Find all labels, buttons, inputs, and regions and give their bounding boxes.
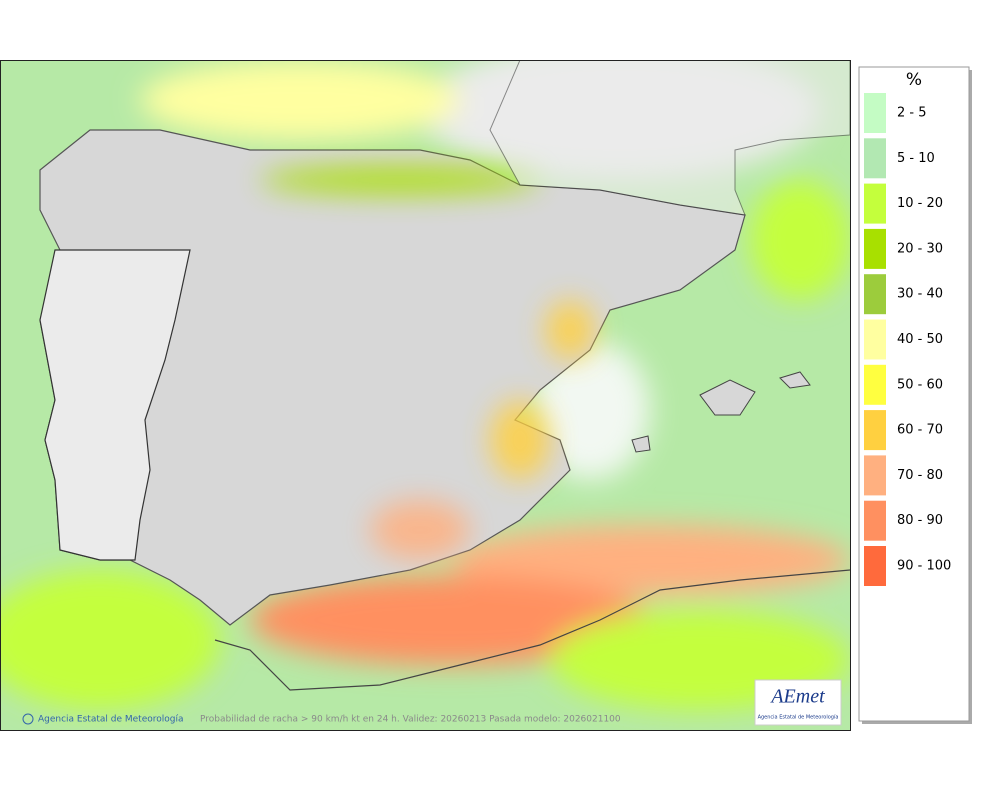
legend-label: 70 - 80 <box>897 468 943 483</box>
legend-label: 50 - 60 <box>897 377 943 392</box>
legend: % 2 - 5 5 - 10 10 - 20 20 - 30 30 - 40 40 - 5… <box>858 66 972 724</box>
balearics <box>631 371 811 453</box>
legend-label: 5 - 10 <box>897 151 935 166</box>
legend-swatch <box>864 93 886 133</box>
legend-swatch <box>864 546 886 586</box>
logo-name: AEmet <box>769 686 825 708</box>
legend-swatch <box>864 500 886 541</box>
legend-swatch <box>864 183 886 224</box>
legend-label: 20 - 30 <box>897 241 943 256</box>
legend-label: 10 - 20 <box>897 196 943 211</box>
portugal-border <box>39 249 191 561</box>
legend-label: 2 - 5 <box>897 106 927 121</box>
logo: AEmet Agencia Estatal de Meteorología <box>754 679 842 726</box>
legend-swatch <box>864 138 886 179</box>
footer-caption: Probabilidad de racha > 90 km/h kt en 24… <box>200 715 621 725</box>
legend-label: 30 - 40 <box>897 287 943 302</box>
france-coast <box>489 61 850 216</box>
legend-swatch <box>864 455 886 496</box>
legend-label: 80 - 90 <box>897 513 943 528</box>
africa-coast <box>214 569 850 691</box>
copyright-icon <box>22 713 34 725</box>
legend-label: 40 - 50 <box>897 332 943 347</box>
footer-credit: Agencia Estatal de Meteorología <box>38 715 184 725</box>
legend-swatch <box>864 228 886 269</box>
legend-label: 90 - 100 <box>897 559 951 574</box>
legend-swatch <box>864 274 886 315</box>
legend-swatch <box>864 410 886 451</box>
legend-title: % <box>906 70 922 90</box>
legend-swatch <box>864 319 886 360</box>
land-field <box>260 165 595 560</box>
logo-subtitle: Agencia Estatal de Meteorología <box>758 714 839 721</box>
map <box>1 61 850 730</box>
legend-label: 60 - 70 <box>897 423 943 438</box>
map-frame <box>0 60 851 731</box>
legend-swatch <box>864 364 886 405</box>
footer: Agencia Estatal de Meteorología Probabil… <box>22 713 621 725</box>
